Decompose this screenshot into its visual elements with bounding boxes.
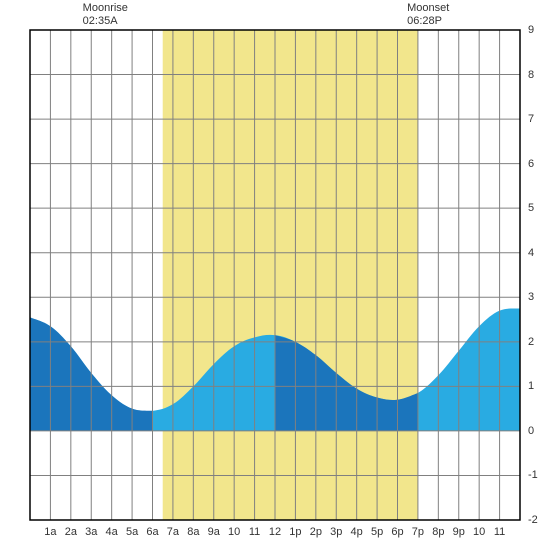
x-tick-label: 11 bbox=[249, 526, 260, 538]
y-tick-label: 2 bbox=[528, 336, 534, 348]
y-tick-label: 7 bbox=[528, 113, 534, 125]
x-tick-label: 8a bbox=[187, 526, 199, 538]
tide-chart: Moonrise 02:35A Moonset 06:28P 1a 2a 3a 4a 5… bbox=[0, 0, 550, 550]
x-tick-label: 1p bbox=[289, 526, 301, 538]
y-tick-label: 4 bbox=[528, 247, 534, 259]
moonset-time: 06:28P bbox=[407, 15, 449, 28]
x-tick-label: 10 bbox=[473, 526, 485, 538]
x-tick-label: 4a bbox=[106, 526, 118, 538]
x-tick-label: 8p bbox=[432, 526, 444, 538]
y-tick-label: 3 bbox=[528, 291, 534, 303]
y-tick-label: -1 bbox=[528, 469, 538, 481]
x-tick-label: 5p bbox=[371, 526, 383, 538]
x-tick-label: 2a bbox=[65, 526, 77, 538]
moonrise-title: Moonrise bbox=[83, 2, 128, 15]
y-tick-label: 6 bbox=[528, 158, 534, 170]
x-tick-label: 2p bbox=[310, 526, 322, 538]
x-tick-label: 9a bbox=[208, 526, 220, 538]
x-tick-label: 4p bbox=[351, 526, 363, 538]
x-tick-label: 7p bbox=[412, 526, 424, 538]
x-tick-label: 1a bbox=[44, 526, 56, 538]
x-tick-label: 3a bbox=[85, 526, 97, 538]
x-tick-label: 6p bbox=[391, 526, 403, 538]
x-tick-label: 3p bbox=[330, 526, 342, 538]
moonrise-time: 02:35A bbox=[83, 15, 128, 28]
y-tick-label: -2 bbox=[528, 514, 538, 526]
chart-canvas bbox=[0, 0, 550, 550]
x-tick-label: 10 bbox=[228, 526, 240, 538]
y-tick-label: 5 bbox=[528, 202, 534, 214]
x-tick-label: 6a bbox=[146, 526, 158, 538]
x-tick-label: 11 bbox=[494, 526, 505, 538]
y-tick-label: 8 bbox=[528, 69, 534, 81]
y-tick-label: 9 bbox=[528, 24, 534, 36]
x-tick-label: 5a bbox=[126, 526, 138, 538]
x-tick-label: 12 bbox=[269, 526, 281, 538]
x-tick-label: 7a bbox=[167, 526, 179, 538]
moonset-title: Moonset bbox=[407, 2, 449, 15]
moonrise-annotation: Moonrise 02:35A bbox=[83, 2, 128, 28]
moonset-annotation: Moonset 06:28P bbox=[407, 2, 449, 28]
y-tick-label: 0 bbox=[528, 425, 534, 437]
y-tick-label: 1 bbox=[528, 380, 534, 392]
x-tick-label: 9p bbox=[453, 526, 465, 538]
